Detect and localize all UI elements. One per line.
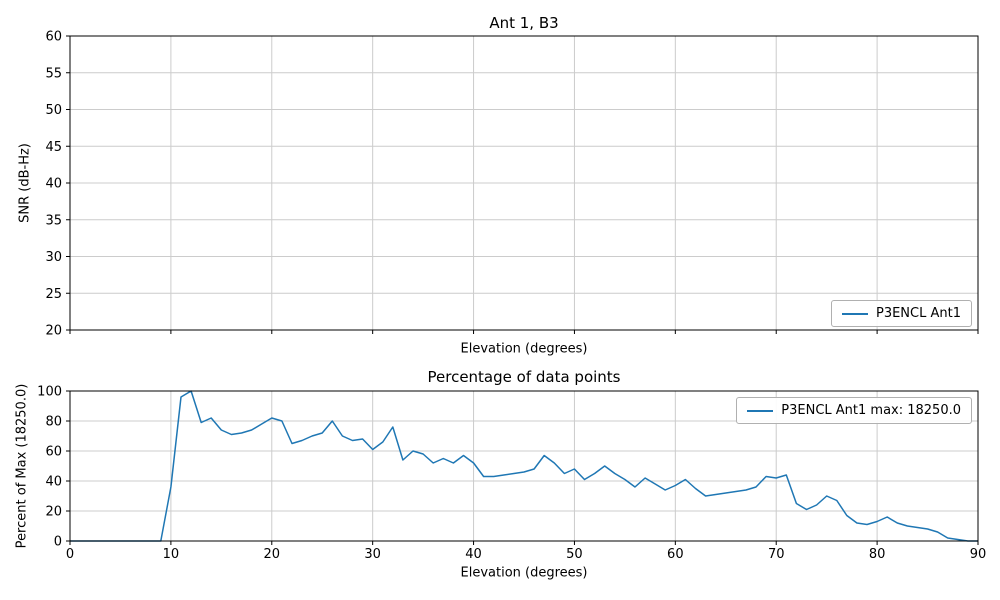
y-tick-label: 40 (45, 475, 62, 490)
percentage-legend-label: P3ENCL Ant1 max: 18250.0 (781, 403, 961, 418)
y-tick-label: 100 (37, 385, 62, 400)
y-tick-label: 55 (45, 66, 62, 81)
x-tick-label: 90 (970, 547, 987, 562)
y-tick-label: 0 (54, 535, 62, 550)
percentage-chart-xlabel: Elevation (degrees) (460, 565, 588, 581)
snr-legend-label: P3ENCL Ant1 (875, 306, 961, 321)
snr-chart-xlabel: Elevation (degrees) (460, 341, 588, 357)
snr-chart-ylabel: SNR (dB-Hz) (17, 143, 33, 223)
percentage-chart-ylabel: Percent of Max (18250.0) (14, 383, 30, 549)
y-tick-label: 25 (45, 287, 62, 302)
y-tick-label: 35 (45, 213, 62, 228)
y-tick-label: 30 (45, 250, 62, 265)
y-tick-label: 60 (45, 30, 62, 45)
x-tick-label: 10 (163, 547, 180, 562)
x-tick-label: 50 (566, 547, 583, 562)
y-tick-label: 40 (45, 177, 62, 192)
x-tick-label: 40 (465, 547, 482, 562)
percentage-chart-title: Percentage of data points (427, 368, 621, 386)
x-tick-label: 0 (66, 547, 74, 562)
axes-frame (69, 390, 979, 542)
y-tick-label: 45 (45, 140, 62, 155)
snr-chart-legend: P3ENCL Ant1 (830, 300, 972, 327)
snr-chart-title: Ant 1, B3 (489, 14, 559, 32)
legend-line-sample-icon (841, 312, 868, 315)
x-tick-label: 70 (768, 547, 785, 562)
data-line-p3encl-ant1 (70, 390, 978, 542)
y-tick-label: 50 (45, 103, 62, 118)
y-tick-label: 80 (45, 415, 62, 430)
y-tick-label: 60 (45, 445, 62, 460)
x-tick-label: 60 (667, 547, 684, 562)
x-tick-label: 30 (364, 547, 381, 562)
x-tick-label: 20 (264, 547, 281, 562)
y-tick-label: 20 (45, 324, 62, 339)
percentage-chart-legend: P3ENCL Ant1 max: 18250.0 (736, 397, 972, 424)
x-tick-label: 80 (869, 547, 886, 562)
y-tick-label: 20 (45, 505, 62, 520)
legend-line-sample-icon (747, 409, 774, 412)
